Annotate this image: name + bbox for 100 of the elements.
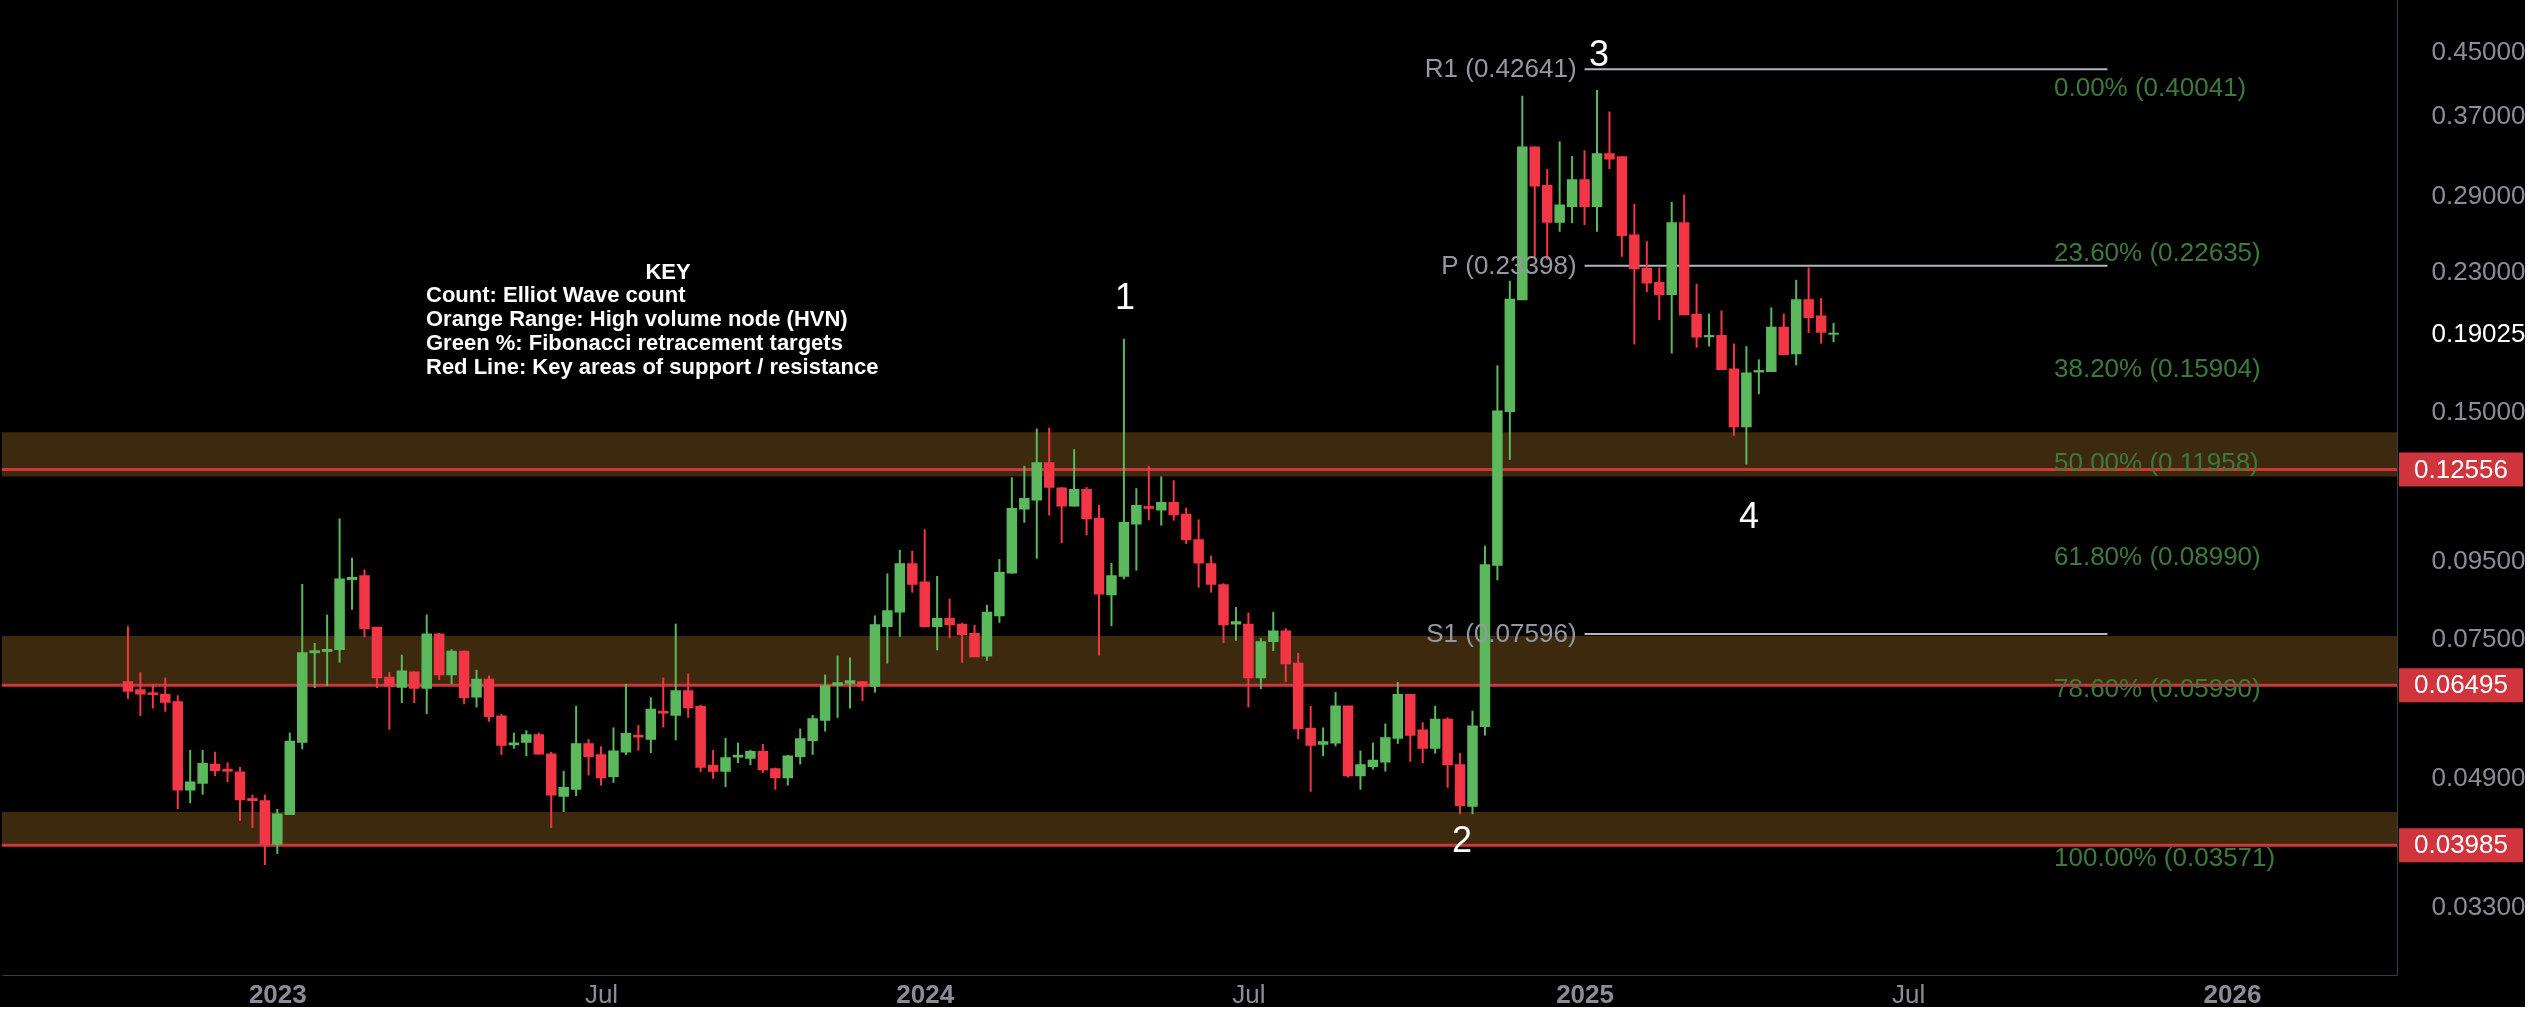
candlestick (1131, 487, 1142, 572)
candlestick (1156, 475, 1167, 527)
ref-line-label: 0.03985 (2414, 829, 2508, 860)
candlestick (1828, 322, 1839, 344)
candlestick (384, 671, 395, 731)
annotation: 100.00% (0.03571) (2054, 842, 2276, 872)
candlestick (1654, 266, 1665, 322)
candlestick (1230, 605, 1242, 642)
x-tick-label: 2023 (248, 978, 307, 1009)
y-tick-label: 0.03300 (2431, 891, 2526, 922)
candlestick (122, 625, 134, 700)
annotation: 3 (1588, 33, 1610, 74)
y-tick-label: 0.15000 (2431, 395, 2526, 426)
candlestick (857, 680, 868, 702)
candlestick (197, 748, 208, 796)
candlestick (782, 753, 794, 787)
candlestick (1068, 448, 1080, 508)
candlestick (1641, 240, 1653, 294)
candlestick (1753, 358, 1765, 396)
x-tick-label: 2025 (1556, 978, 1614, 1009)
x-tick-label: 2026 (2203, 978, 2262, 1009)
candlestick (558, 769, 569, 813)
ref-line-label: 0.06495 (2414, 669, 2508, 700)
annotation: Red Line: Key areas of support / resistance (426, 354, 879, 379)
y-tick-label: 0.29000 (2431, 180, 2526, 211)
candlestick (1554, 140, 1565, 233)
candlestick (471, 668, 482, 709)
candlestick (1380, 722, 1391, 773)
x-tick-label: Jul (1232, 978, 1266, 1009)
annotation: 23.60% (0.22635) (2054, 237, 2261, 267)
x-tick-label: 2024 (896, 978, 955, 1009)
candlestick (832, 654, 843, 719)
candlestick (1168, 479, 1179, 522)
candlestick (135, 671, 146, 718)
candlestick (321, 613, 333, 688)
candlestick (670, 622, 681, 742)
candlestick (807, 714, 818, 756)
candlestick (147, 683, 159, 710)
annotation: 0.00% (0.40041) (2054, 72, 2247, 102)
candlestick (1803, 266, 1814, 335)
annotation: 61.80% (0.08990) (2054, 541, 2261, 571)
candlestick (409, 670, 420, 705)
candlestick (682, 672, 694, 719)
y-tick-label: 0.37000 (2431, 100, 2526, 131)
candlestick (595, 745, 607, 787)
y-tick-label: 0.23000 (2431, 255, 2526, 286)
candlestick (1367, 741, 1379, 771)
candlestick (222, 761, 233, 784)
candlestick (1305, 704, 1316, 793)
y-tick-label: 0.19025 (2431, 317, 2526, 348)
candlestick (1604, 110, 1615, 171)
annotation: 4 (1738, 495, 1760, 536)
y-tick-label: 0.45000 (2431, 36, 2526, 67)
candlestick (1193, 518, 1204, 589)
candlestick (1205, 554, 1217, 594)
candlestick (757, 742, 769, 774)
candlestick (882, 572, 893, 665)
candlestick (247, 793, 258, 829)
candlestick (1691, 282, 1702, 349)
candlestick (521, 729, 532, 758)
candlestick (1056, 486, 1067, 545)
candlestick (184, 748, 196, 805)
candlestick (931, 574, 943, 652)
annotation: 1 (1114, 276, 1136, 317)
annotation: KEY (645, 259, 691, 284)
candlestick (658, 676, 669, 729)
y-tick-label: 0.09500 (2431, 545, 2526, 576)
candlestick (1703, 312, 1715, 348)
candlestick (620, 683, 632, 756)
candlestick (732, 741, 744, 765)
annotation: 38.20% (0.15904) (2054, 353, 2261, 383)
x-tick-label: Jul (1892, 978, 1926, 1009)
candlestick (1019, 464, 1030, 524)
candlestick (346, 556, 358, 611)
candlestick (707, 748, 719, 780)
candlestick (844, 656, 856, 710)
annotation: Count: Elliot Wave count (426, 282, 687, 307)
y-tick-label: 0.07500 (2431, 622, 2526, 653)
candlestick (794, 727, 806, 766)
candlestick (446, 648, 457, 685)
annotation: R1 (0.42641) (1424, 53, 1577, 84)
ref-line-label: 0.12556 (2414, 453, 2508, 484)
candlestick (1317, 726, 1329, 758)
candlestick (956, 621, 968, 664)
candlestick (944, 597, 955, 640)
candlestick (1815, 297, 1827, 345)
x-tick-label: Jul (584, 978, 619, 1009)
candlestick (1106, 561, 1117, 628)
candlestick (720, 736, 731, 788)
candlestick (209, 750, 221, 778)
candlestick (1143, 464, 1155, 522)
candlestick (1268, 610, 1279, 653)
annotation: Orange Range: High volume node (HVN) (426, 306, 848, 331)
candlestick (969, 623, 980, 659)
y-tick-label: 0.04900 (2431, 761, 2526, 792)
candlestick (583, 738, 594, 777)
candlestick (396, 653, 408, 705)
annotation: Green %: Fibonacci retracement targets (426, 330, 843, 355)
candlestick (309, 642, 320, 690)
candlestick (1355, 749, 1366, 791)
